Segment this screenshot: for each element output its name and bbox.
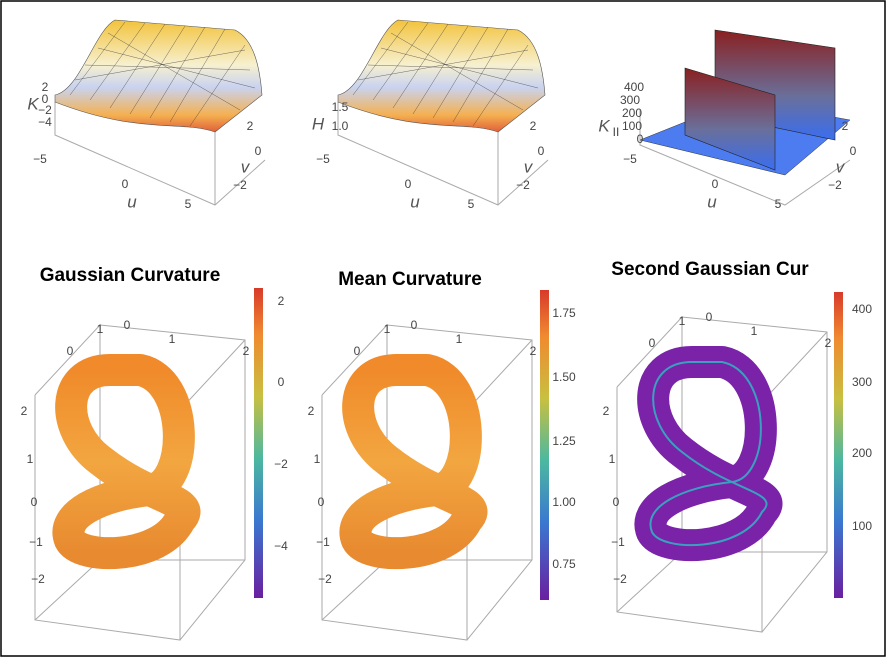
box-tick-label: 1 (27, 452, 34, 466)
box-tick-label: 2 (530, 344, 537, 358)
colorbar-tick-label: 2 (278, 294, 285, 308)
box-tick-label: −1 (611, 535, 625, 549)
colorbar (540, 290, 549, 600)
box-tick-label: −1 (316, 535, 330, 549)
v-tick-label: 2 (530, 119, 537, 133)
z-tick-label: 300 (620, 93, 640, 107)
z-tick-label: 100 (622, 119, 642, 133)
v-axis-label: v (836, 157, 846, 176)
colorbar-tick-label: 100 (852, 519, 872, 533)
u-tick-label: 5 (185, 197, 192, 211)
v-tick-label: −2 (828, 178, 842, 192)
box-tick-label: −1 (29, 535, 43, 549)
colorbar-tick-label: 0.75 (552, 557, 576, 571)
knot-gaussian (35, 325, 245, 640)
u-tick-label: −5 (33, 152, 47, 166)
colorbar-tick-label: −4 (274, 539, 288, 553)
box-tick-label: 2 (308, 404, 315, 418)
v-tick-label: −2 (233, 178, 247, 192)
box-tick-label: 1 (97, 322, 104, 336)
box-tick-label: 1 (679, 314, 686, 328)
plot-title: Gaussian Curvature (40, 265, 221, 286)
box-tick-label: 2 (243, 344, 250, 358)
z-axis-label: H (312, 114, 325, 133)
box-tick-label: 1 (456, 332, 463, 346)
colorbar-tick-label: −2 (274, 457, 288, 471)
box-tick-label: 2 (21, 404, 28, 418)
knot-mean (322, 325, 532, 640)
box-tick-label: 1 (314, 452, 321, 466)
u-tick-label: 0 (122, 177, 129, 191)
z-tick-label: −4 (38, 115, 52, 129)
colorbar-tick-label: 200 (852, 446, 872, 460)
colorbar-tick-label: 1.50 (552, 370, 576, 384)
box-tick-label: 0 (318, 495, 325, 509)
colorbar (834, 292, 843, 598)
z-tick-label: 200 (622, 106, 642, 120)
box-tick-label: 1 (384, 322, 391, 336)
v-tick-label: 2 (842, 119, 849, 133)
box-tick-label: 0 (706, 310, 713, 324)
v-tick-label: 2 (247, 119, 254, 133)
z-tick-label: 400 (624, 80, 644, 94)
knot-second (617, 317, 827, 632)
box-tick-label: −2 (613, 572, 627, 586)
v-tick-label: −2 (516, 178, 530, 192)
figure: K20−2−4−505u20−2vH1.51.0−505u20−2vKII400… (0, 0, 888, 662)
plot-title: Mean Curvature (338, 269, 482, 290)
box-tick-label: 0 (649, 336, 656, 350)
u-axis-label: u (707, 192, 717, 211)
u-tick-label: 5 (468, 197, 475, 211)
box-tick-label: −2 (31, 572, 45, 586)
colorbar-tick-label: 1.75 (552, 306, 576, 320)
z-axis-label-sub: II (613, 125, 620, 139)
z-tick-label: 1.5 (332, 100, 349, 114)
u-axis-label: u (127, 192, 137, 211)
v-tick-label: 0 (255, 144, 262, 158)
box-tick-label: −2 (318, 572, 332, 586)
u-tick-label: 0 (405, 177, 412, 191)
box-tick-label: 1 (609, 452, 616, 466)
box-tick-label: 1 (169, 332, 176, 346)
z-tick-label: 0 (637, 132, 644, 146)
v-tick-label: 0 (538, 144, 545, 158)
box-tick-label: 0 (354, 344, 361, 358)
z-tick-label: 1.0 (332, 119, 349, 133)
plot-title: Second Gaussian Cur (611, 259, 809, 280)
v-tick-label: 0 (850, 144, 857, 158)
box-tick-label: 0 (31, 495, 38, 509)
u-tick-label: 0 (712, 177, 719, 191)
box-tick-label: 0 (411, 318, 418, 332)
box-tick-label: 2 (825, 336, 832, 350)
u-tick-label: 5 (775, 197, 782, 211)
u-tick-label: −5 (623, 152, 637, 166)
colorbar-tick-label: 1.25 (552, 434, 576, 448)
colorbar-tick-label: 400 (852, 302, 872, 316)
colorbar-tick-label: 0 (278, 375, 285, 389)
box-tick-label: 0 (613, 495, 620, 509)
surface-k2 (640, 30, 850, 205)
colorbar-tick-label: 300 (852, 375, 872, 389)
z-axis-label: K (598, 116, 610, 135)
u-axis-label: u (410, 192, 420, 211)
colorbar-tick-label: 1.00 (552, 495, 576, 509)
box-tick-label: 0 (67, 344, 74, 358)
box-tick-label: 0 (124, 318, 131, 332)
box-tick-label: 2 (603, 404, 610, 418)
colorbar (254, 288, 263, 598)
u-tick-label: −5 (316, 152, 330, 166)
box-tick-label: 1 (751, 324, 758, 338)
